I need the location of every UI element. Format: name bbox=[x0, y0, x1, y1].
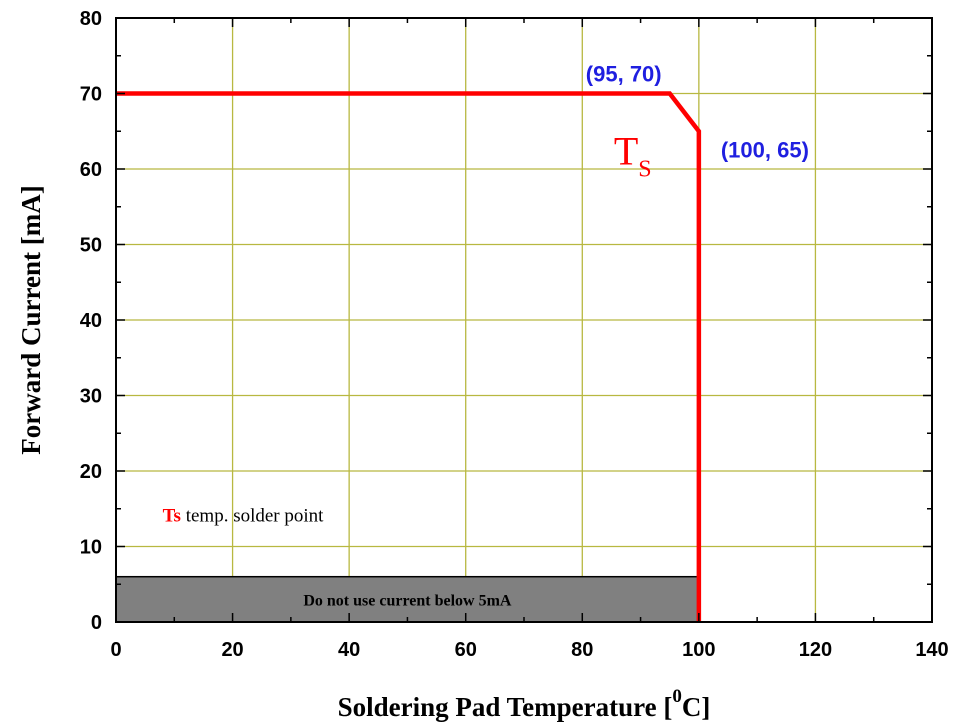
y-tick-label-80: 80 bbox=[80, 8, 102, 30]
legend-note: Ts temp. solder point bbox=[163, 506, 325, 527]
x-tick-label-140: 140 bbox=[915, 639, 948, 661]
annotation-95-70: (95, 70) bbox=[586, 62, 662, 87]
x-tick-label-80: 80 bbox=[571, 639, 593, 661]
y-tick-label-40: 40 bbox=[80, 310, 102, 332]
y-tick-label-50: 50 bbox=[80, 235, 102, 257]
series-line-0 bbox=[116, 91, 702, 622]
annotation-100-65: (100, 65) bbox=[721, 137, 809, 162]
y-axis-title: Forward Current [mA] bbox=[16, 185, 46, 454]
legend-note-key: Ts bbox=[163, 506, 181, 527]
x-tick-labels: 0 20 40 60 80 100 120 140 bbox=[110, 639, 948, 661]
x-axis-title-tail: C] bbox=[682, 692, 711, 722]
restricted-band-label: Do not use current below 5mA bbox=[303, 592, 512, 609]
x-tick-label-60: 60 bbox=[455, 639, 477, 661]
curve-label-ts-main: T bbox=[614, 128, 638, 173]
series-group bbox=[116, 91, 702, 622]
curve-label-ts: TS bbox=[614, 128, 652, 182]
x-tick-label-120: 120 bbox=[799, 639, 832, 661]
x-axis-title: Soldering Pad Temperature [0C] bbox=[338, 686, 711, 722]
y-tick-label-20: 20 bbox=[80, 461, 102, 483]
x-axis-title-sup: 0 bbox=[672, 686, 682, 707]
restricted-band: Do not use current below 5mA bbox=[115, 575, 700, 623]
curve-label-ts-sub: S bbox=[638, 156, 651, 182]
x-tick-label-40: 40 bbox=[338, 639, 360, 661]
y-tick-label-30: 30 bbox=[80, 386, 102, 408]
grid-lines bbox=[116, 18, 932, 622]
tick-marks bbox=[115, 17, 933, 623]
y-tick-label-0: 0 bbox=[91, 612, 102, 634]
x-tick-label-0: 0 bbox=[110, 639, 121, 661]
y-tick-labels: 0 10 20 30 40 50 60 70 80 bbox=[80, 8, 102, 634]
legend-note-text: temp. solder point bbox=[181, 506, 324, 527]
x-tick-label-100: 100 bbox=[682, 639, 715, 661]
x-axis-title-main: Soldering Pad Temperature [ bbox=[338, 692, 673, 722]
y-tick-label-10: 10 bbox=[80, 537, 102, 559]
x-tick-label-20: 20 bbox=[221, 639, 243, 661]
y-tick-label-70: 70 bbox=[80, 84, 102, 106]
y-tick-label-60: 60 bbox=[80, 159, 102, 181]
